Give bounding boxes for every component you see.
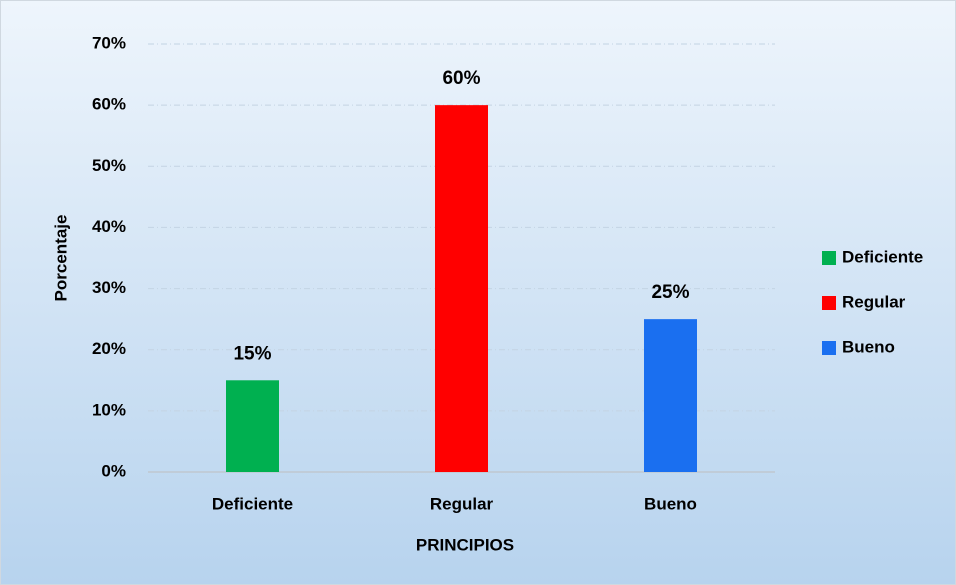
x-tick-label: Regular — [430, 494, 494, 513]
y-tick-label: 40% — [92, 217, 126, 236]
x-tick-label: Bueno — [644, 494, 697, 513]
bar — [644, 319, 697, 472]
data-label: 15% — [233, 343, 271, 364]
bar — [226, 380, 279, 472]
x-tick-label: Deficiente — [212, 494, 293, 513]
legend-swatch — [822, 296, 836, 310]
y-tick-label: 60% — [92, 95, 126, 114]
y-tick-label: 10% — [92, 400, 126, 419]
y-tick-label: 20% — [92, 339, 126, 358]
x-axis-title: PRINCIPIOS — [416, 535, 514, 554]
y-axis-title: Porcentaje — [51, 215, 70, 302]
y-tick-label: 70% — [92, 33, 126, 52]
legend-label: Regular — [842, 292, 906, 311]
legend-label: Bueno — [842, 337, 895, 356]
y-tick-label: 30% — [92, 278, 126, 297]
legend-label: Deficiente — [842, 247, 923, 266]
legend-swatch — [822, 251, 836, 265]
legend-swatch — [822, 341, 836, 355]
data-label: 25% — [651, 282, 689, 303]
data-label: 60% — [442, 68, 480, 89]
bar — [435, 105, 488, 473]
y-tick-label: 0% — [101, 461, 126, 480]
y-tick-label: 50% — [92, 156, 126, 175]
